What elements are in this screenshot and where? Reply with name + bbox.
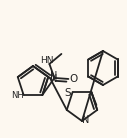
Text: N: N [82, 115, 90, 125]
Text: NH: NH [11, 91, 24, 100]
Text: HN: HN [40, 56, 53, 65]
Text: S: S [64, 88, 71, 98]
Text: N: N [50, 71, 57, 81]
Text: O: O [69, 74, 77, 84]
Text: N: N [50, 74, 58, 84]
